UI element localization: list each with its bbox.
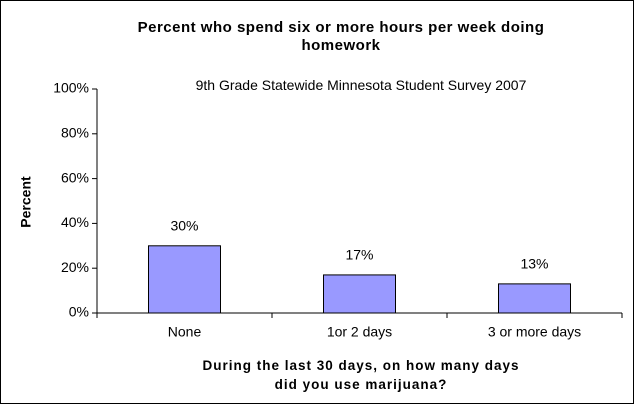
- x-tick-label: None: [168, 324, 202, 340]
- chart-subtitle: 9th Grade Statewide Minnesota Student Su…: [195, 77, 527, 93]
- y-tick-label: 80%: [61, 125, 89, 141]
- y-tick-label: 60%: [61, 169, 89, 185]
- data-label: 13%: [520, 256, 548, 272]
- x-axis-label: During the last 30 days, on how many day…: [202, 358, 520, 392]
- y-axis-label: Percent: [18, 176, 34, 228]
- chart-title: Percent who spend six or more hours per …: [137, 19, 545, 54]
- x-tick-label: 1or 2 days: [327, 324, 392, 340]
- bar: [148, 245, 221, 314]
- data-label: 17%: [345, 247, 373, 263]
- bar: [498, 283, 571, 314]
- y-tick-label: 20%: [61, 259, 89, 275]
- y-tick-label: 40%: [61, 214, 89, 230]
- bar: [323, 274, 396, 314]
- data-label: 30%: [170, 218, 198, 234]
- y-tick-label: 100%: [53, 80, 89, 96]
- y-tick-label: 0%: [69, 304, 89, 320]
- x-tick-label: 3 or more days: [488, 324, 581, 340]
